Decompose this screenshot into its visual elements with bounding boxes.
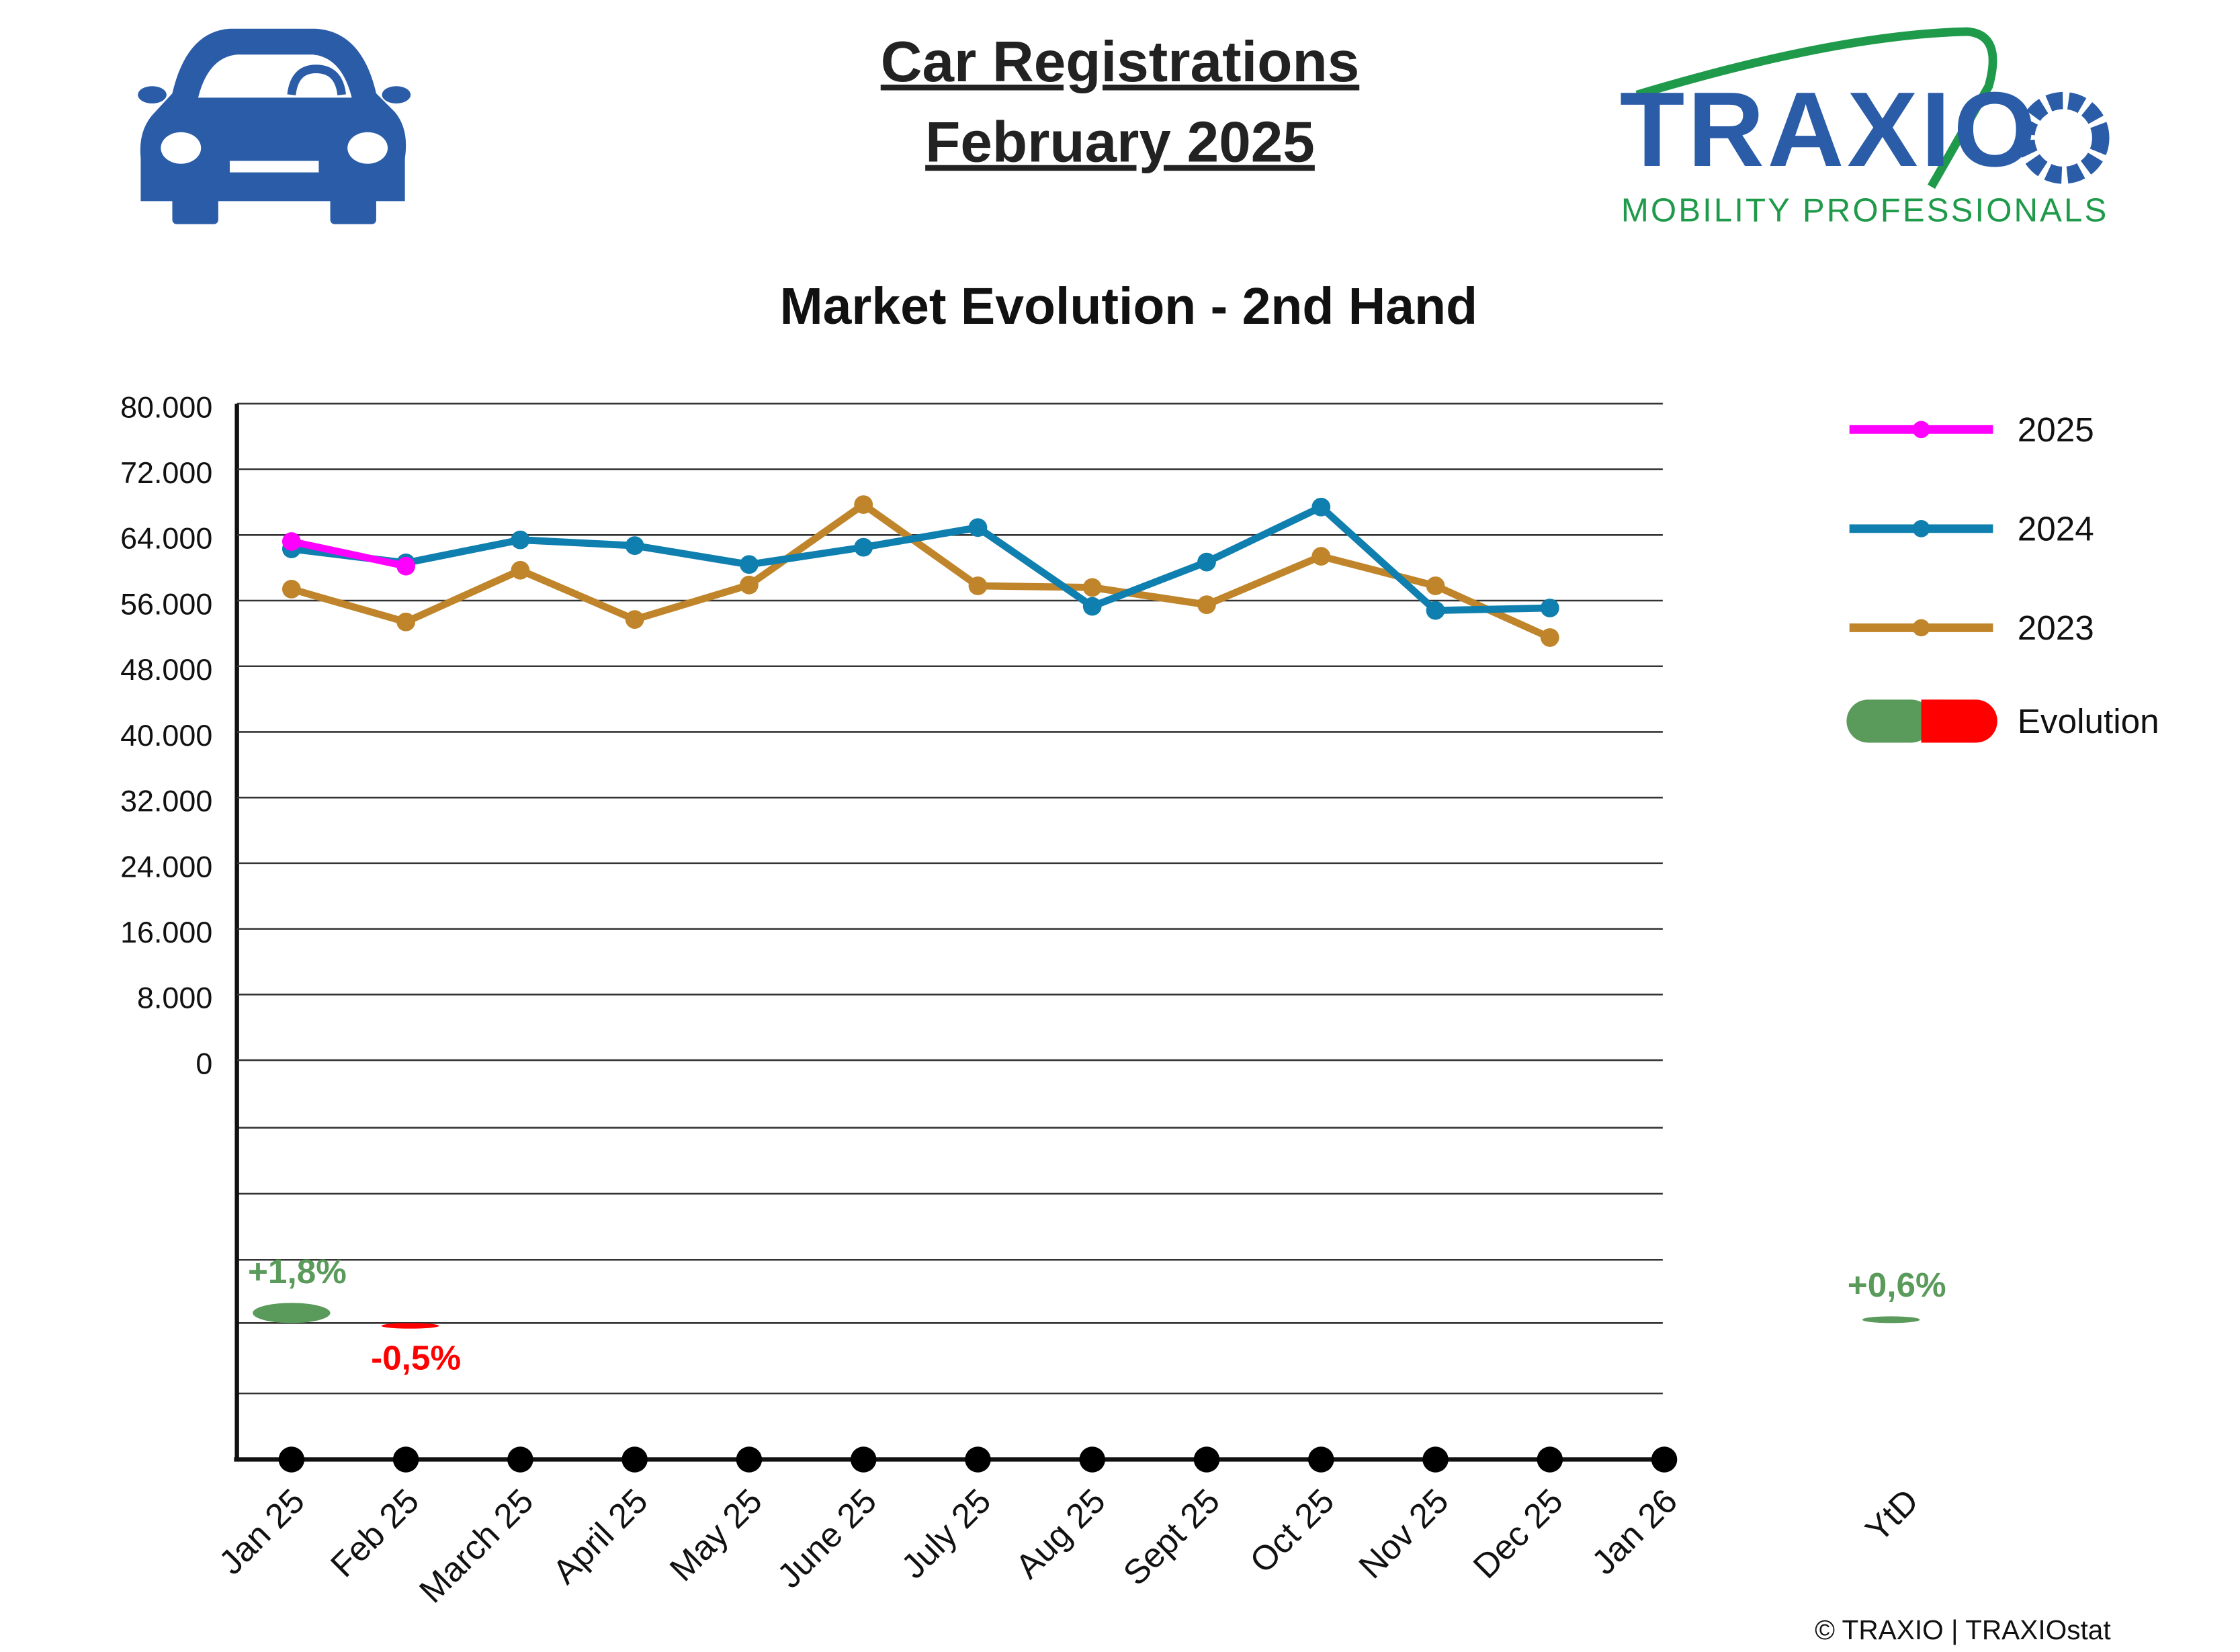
series-point: [511, 530, 530, 550]
x-tick-label: Oct 25: [1242, 1481, 1341, 1580]
series-point: [282, 580, 301, 599]
y-tick-label: 16.000: [120, 915, 212, 949]
legend-dot: [1912, 520, 1930, 537]
y-tick-label: 40.000: [120, 718, 212, 752]
x-tick-label: June 25: [770, 1481, 884, 1595]
x-axis-dot: [507, 1446, 533, 1473]
evolution-label: -0,5%: [371, 1338, 461, 1377]
x-tick-label: April 25: [546, 1481, 655, 1591]
lower-grid: [236, 1127, 1663, 1395]
series-point: [396, 612, 416, 632]
legend-dot: [1912, 619, 1930, 637]
x-tick-label: Feb 25: [323, 1481, 426, 1584]
series-point: [1197, 595, 1216, 615]
series-point: [1197, 552, 1216, 572]
legend-dot: [1912, 421, 1930, 439]
legend-label: Evolution: [2018, 702, 2159, 740]
series-point: [1426, 576, 1445, 595]
series-point: [1540, 628, 1559, 647]
legend-item: 2025: [1849, 410, 2094, 449]
legend-label: 2023: [2018, 609, 2094, 647]
y-tick-label: 24.000: [120, 849, 212, 883]
x-tick-label: July 25: [894, 1481, 998, 1585]
x-axis-dot: [1193, 1446, 1220, 1473]
x-tick-label: Jan 26: [1584, 1481, 1684, 1581]
series-point: [625, 536, 644, 556]
series-point: [854, 537, 873, 557]
brand-tagline: MOBILITY PROFESSIONALS: [1621, 191, 2106, 228]
car-icon: [138, 28, 411, 224]
x-axis-dot: [1308, 1446, 1334, 1473]
title-line2: February 2025: [925, 111, 1315, 175]
evolution-label: +0,6%: [1848, 1266, 1946, 1304]
series-point: [1426, 601, 1445, 620]
legend-label: 2024: [2018, 510, 2094, 548]
evolution-bar: [381, 1323, 439, 1329]
series-line: [291, 503, 1550, 615]
evolution-bar: [253, 1303, 331, 1323]
x-axis-dot: [736, 1446, 763, 1473]
x-axis-dot: [965, 1446, 991, 1473]
series-point: [1311, 547, 1331, 566]
x-axis-dot: [1651, 1446, 1678, 1473]
series-point: [1082, 597, 1102, 616]
y-tick-label: 56.000: [120, 586, 212, 621]
x-tick-label: Aug 25: [1008, 1481, 1113, 1585]
x-tick-label: Dec 25: [1466, 1481, 1570, 1585]
legend-item: 2023: [1849, 609, 2094, 647]
series-point: [740, 575, 759, 595]
x-tick-label: March 25: [412, 1481, 540, 1610]
subtitle: Market Evolution - 2nd Hand: [780, 277, 1477, 335]
legend-pill-red-square: [1921, 699, 1943, 743]
x-axis-dot: [1537, 1446, 1563, 1473]
series-point: [740, 555, 759, 574]
y-tick-label: 80.000: [120, 390, 212, 424]
y-tick-label: 64.000: [120, 521, 212, 556]
x-axis-dot: [621, 1446, 648, 1473]
series-point: [968, 518, 988, 537]
series-point: [625, 610, 644, 629]
series-point: [282, 532, 301, 551]
series-line: [290, 537, 407, 570]
x-axis-dot: [278, 1446, 305, 1473]
evolution-bar: [1862, 1316, 1920, 1323]
x-axis-dot: [1422, 1446, 1449, 1473]
y-tick-label: 0: [196, 1046, 212, 1080]
x-axis-dot: [392, 1446, 419, 1473]
x-tick-label: Nov 25: [1352, 1481, 1456, 1585]
brand: TRAXIO: [1620, 70, 2036, 189]
series-point: [396, 556, 416, 576]
y-tick-label: 72.000: [120, 455, 212, 490]
series-point: [854, 495, 873, 514]
x-tick-label: Jan 25: [212, 1481, 312, 1581]
y-tick-label: 48.000: [120, 652, 212, 687]
series-point: [511, 560, 530, 580]
series-line: [290, 501, 1552, 641]
series-point: [1311, 497, 1331, 517]
x-tick-label: YtD: [1858, 1481, 1926, 1549]
series-point: [968, 576, 988, 595]
legend-item: Evolution: [1846, 699, 2159, 743]
logo: TRAXIO MOBILITY PROFESSIONALS: [1620, 27, 2110, 228]
series-point: [1082, 578, 1102, 597]
x-axis-dot: [850, 1446, 877, 1473]
title: Car Registrations: [881, 30, 1360, 94]
evolution-label: +1,8%: [248, 1252, 347, 1291]
legend-pill-green: [1846, 699, 1933, 743]
x-axis-dot: [1079, 1446, 1105, 1473]
x-tick-label: May 25: [662, 1481, 769, 1588]
footer: © TRAXIO | TRAXIOstat: [1815, 1614, 2111, 1645]
legend-item: 2024: [1849, 510, 2094, 548]
legend-label: 2025: [2018, 410, 2094, 449]
y-tick-label: 32.000: [120, 784, 212, 818]
series-point: [1540, 599, 1559, 617]
x-tick-label: Sept 25: [1116, 1481, 1227, 1592]
y-tick-label: 8.000: [137, 981, 212, 1015]
